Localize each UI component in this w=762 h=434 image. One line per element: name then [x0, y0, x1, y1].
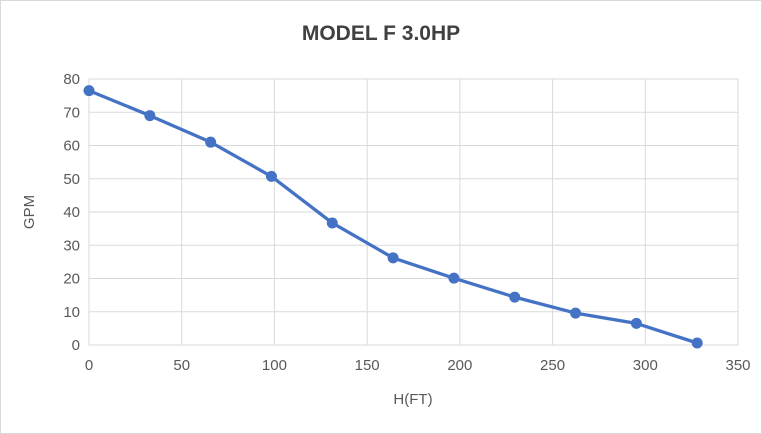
- x-tick-label: 300: [633, 357, 658, 374]
- chart-title: MODEL F 3.0HP: [301, 22, 461, 45]
- x-axis-title: H(FT): [393, 391, 432, 408]
- y-tick-label: 60: [63, 138, 80, 155]
- tick-labels: 0 50 100 150 200 250 300 350 0 10 20 30 40 50 60 70 80: [63, 71, 750, 374]
- y-tick-label: 70: [63, 104, 80, 121]
- x-tick-label: 250: [540, 357, 565, 374]
- y-tick-label: 40: [63, 204, 80, 221]
- data-point-marker: [83, 85, 95, 97]
- x-tick-label: 100: [262, 357, 287, 374]
- x-tick-label: 50: [173, 357, 190, 374]
- data-point-marker: [691, 337, 703, 349]
- data-point-marker: [509, 291, 521, 303]
- data-point-marker: [387, 252, 399, 264]
- data-point-marker: [448, 272, 460, 284]
- y-tick-label: 0: [72, 337, 80, 354]
- data-point-marker: [265, 170, 277, 182]
- y-tick-label: 20: [63, 271, 80, 288]
- data-point-marker: [630, 317, 642, 329]
- x-tick-label: 200: [447, 357, 472, 374]
- y-tick-label: 80: [63, 71, 80, 88]
- x-tick-label: 150: [355, 357, 380, 374]
- data-point-marker: [144, 110, 156, 122]
- series-line: [87, 88, 699, 345]
- data-point-marker: [205, 136, 217, 148]
- data-point-marker: [326, 217, 338, 229]
- y-tick-label: 10: [63, 304, 80, 321]
- y-axis-title: GPM: [21, 195, 38, 229]
- data-point-marker: [570, 307, 582, 319]
- line-series: [83, 85, 703, 349]
- gridlines: [88, 78, 739, 346]
- x-tick-label: 0: [85, 357, 93, 374]
- x-tick-label: 350: [725, 357, 750, 374]
- y-tick-label: 50: [63, 171, 80, 188]
- y-tick-label: 30: [63, 237, 80, 254]
